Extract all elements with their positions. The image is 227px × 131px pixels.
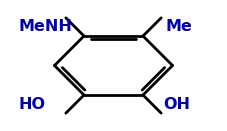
Text: Me: Me bbox=[166, 19, 192, 34]
Text: OH: OH bbox=[163, 97, 190, 112]
Text: HO: HO bbox=[18, 97, 45, 112]
Text: MeNH: MeNH bbox=[18, 19, 72, 34]
